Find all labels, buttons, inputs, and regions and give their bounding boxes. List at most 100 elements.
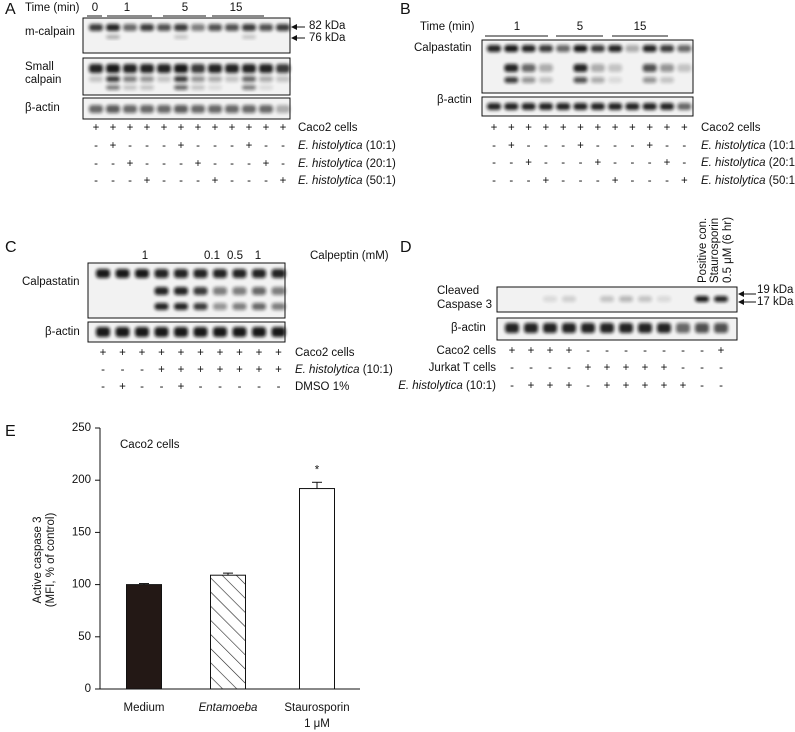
condition-label: Caco2 cells	[701, 122, 761, 134]
sign: +	[594, 122, 601, 134]
blot-label: β-actin	[45, 326, 80, 338]
band	[538, 45, 553, 52]
calpeptin-dose: 1	[142, 250, 148, 262]
band	[232, 303, 247, 310]
band	[638, 323, 652, 333]
band	[642, 45, 657, 52]
x-tick-label: Staurosporin	[284, 702, 349, 714]
sign: +	[197, 364, 204, 376]
time-label: 5	[577, 21, 583, 33]
sign: -	[101, 364, 105, 376]
panel-letter: A	[5, 1, 16, 18]
sign: +	[236, 347, 243, 359]
band	[191, 105, 205, 113]
band	[154, 287, 169, 295]
sign: -	[681, 362, 685, 374]
sign: -	[510, 380, 514, 392]
sign: -	[630, 157, 634, 169]
sign: +	[642, 380, 649, 392]
sign: -	[140, 364, 144, 376]
sign: +	[681, 122, 688, 134]
y-tick-label: 50	[78, 631, 91, 643]
band	[242, 24, 256, 31]
sign: -	[281, 140, 285, 152]
band	[232, 269, 247, 278]
column-head: 0.5 μM (6 hr)	[722, 217, 734, 283]
sign: -	[196, 175, 200, 187]
band	[140, 64, 154, 73]
marker-label: 82 kDa	[309, 20, 346, 32]
condition-label-species: E. histolytica	[701, 175, 766, 187]
sign: +	[212, 175, 219, 187]
band	[208, 76, 222, 82]
band	[174, 24, 188, 31]
band	[695, 296, 709, 302]
band	[657, 296, 671, 302]
y-axis-label: Active caspase 3	[32, 517, 44, 604]
blot	[496, 317, 738, 341]
sign: +	[161, 122, 168, 134]
sign: +	[491, 122, 498, 134]
band	[232, 287, 247, 295]
band	[106, 35, 120, 39]
sign: -	[94, 175, 98, 187]
band	[660, 45, 674, 52]
band	[619, 323, 633, 333]
sign: -	[162, 175, 166, 187]
band	[174, 64, 188, 73]
y-tick-label: 100	[72, 579, 91, 591]
condition-label: Caco2 cells	[295, 347, 355, 359]
condition-label: Caco2 cells	[298, 122, 358, 134]
band	[252, 269, 266, 278]
sign: -	[238, 381, 242, 393]
sign: -	[682, 157, 686, 169]
sign: -	[579, 175, 583, 187]
sign: +	[110, 122, 117, 134]
sign: +	[508, 140, 515, 152]
sign: -	[160, 381, 164, 393]
condition-label-text: DMSO 1%	[295, 381, 349, 393]
sign: -	[128, 175, 132, 187]
band	[106, 64, 120, 73]
sign: -	[579, 157, 583, 169]
condition-label: E. histolytica (10:1)	[398, 380, 496, 392]
band	[174, 287, 188, 295]
band	[271, 303, 286, 310]
condition-label: Jurkat T cells	[429, 362, 497, 374]
band	[174, 105, 188, 113]
band	[89, 105, 103, 113]
band	[259, 85, 273, 90]
sign: -	[509, 157, 513, 169]
band	[538, 64, 553, 72]
band	[608, 77, 623, 83]
sign: +	[612, 122, 619, 134]
sign: -	[561, 140, 565, 152]
band	[538, 103, 553, 110]
band	[96, 269, 110, 278]
column-head: Staurosporin	[709, 218, 721, 283]
band	[590, 77, 605, 83]
sign: +	[646, 122, 653, 134]
band	[115, 269, 130, 278]
band	[135, 269, 149, 278]
band	[573, 77, 588, 83]
band	[191, 64, 205, 73]
condition-label-text: (10:1)	[769, 140, 795, 152]
band	[208, 64, 222, 73]
sign: +	[144, 122, 151, 134]
sign: -	[179, 175, 183, 187]
condition-label-text: (50:1)	[769, 175, 795, 187]
bar	[210, 574, 246, 690]
sign: +	[256, 347, 263, 359]
condition-label-species: E. histolytica	[298, 175, 363, 187]
sign: +	[178, 381, 185, 393]
sign: +	[623, 380, 630, 392]
condition-label: E. histolytica (20:1)	[298, 158, 396, 170]
band	[225, 24, 239, 31]
band	[677, 64, 692, 72]
band	[106, 85, 120, 90]
sign: -	[145, 140, 149, 152]
sign: +	[275, 364, 282, 376]
sign: +	[646, 140, 653, 152]
sign: -	[527, 140, 531, 152]
